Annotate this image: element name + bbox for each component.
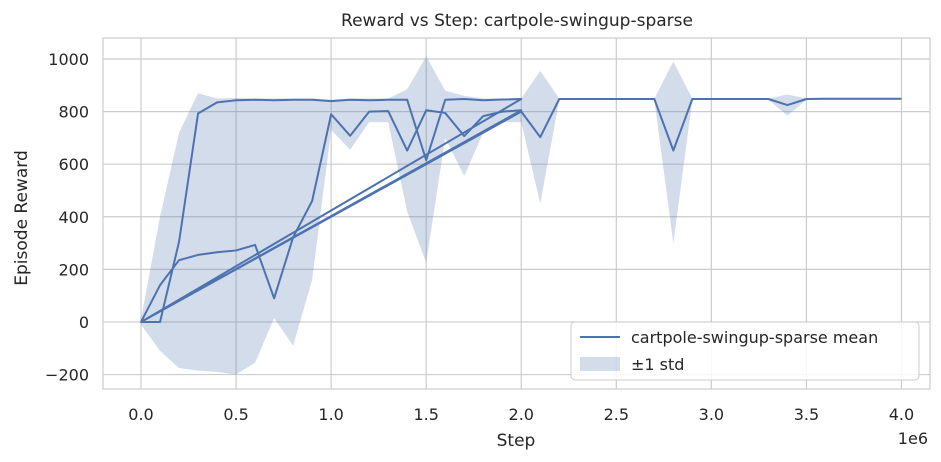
x-tick-label: 4.0 — [889, 405, 914, 424]
x-tick-label: 1.5 — [413, 405, 438, 424]
x-tick-label: 2.5 — [604, 405, 629, 424]
chart-title: Reward vs Step: cartpole-swingup-sparse — [341, 11, 693, 31]
std-band-layer — [141, 56, 902, 375]
y-tick-label: 400 — [58, 208, 89, 227]
plot-frame — [102, 37, 931, 390]
x-tick-label: 0.0 — [128, 405, 153, 424]
y-tick-label: 200 — [58, 260, 89, 279]
legend-band-swatch — [580, 357, 620, 371]
x-tick-label: 0.5 — [223, 405, 248, 424]
x-axis-offset-label: 1e6 — [898, 429, 928, 448]
x-tick-label: 3.0 — [699, 405, 724, 424]
y-tick-label: 0 — [79, 313, 89, 332]
y-tick-label: 600 — [58, 155, 89, 174]
legend-box — [570, 321, 920, 381]
legend-label-std: ±1 std — [631, 355, 684, 374]
series-line-mean — [140, 97, 902, 323]
legend: cartpole-swingup-sparse mean ±1 std — [570, 321, 920, 381]
y-tick-label: −200 — [45, 366, 89, 385]
y-axis-ticks: −200 0 200 400 600 800 1000 — [45, 50, 89, 385]
std-band — [141, 56, 902, 375]
x-axis-ticks: 0.0 0.5 1.0 1.5 2.0 2.5 3.0 3.5 4.0 — [128, 405, 914, 424]
series-layer — [140, 97, 902, 323]
x-tick-label: 3.5 — [794, 405, 819, 424]
x-axis-label: Step — [497, 431, 536, 451]
y-tick-label: 1000 — [48, 50, 89, 69]
y-axis-label: Episode Reward — [12, 150, 32, 285]
x-tick-label: 1.0 — [318, 405, 343, 424]
y-tick-label: 800 — [58, 103, 89, 122]
x-tick-label: 2.0 — [509, 405, 534, 424]
legend-label-mean: cartpole-swingup-sparse mean — [631, 328, 878, 347]
